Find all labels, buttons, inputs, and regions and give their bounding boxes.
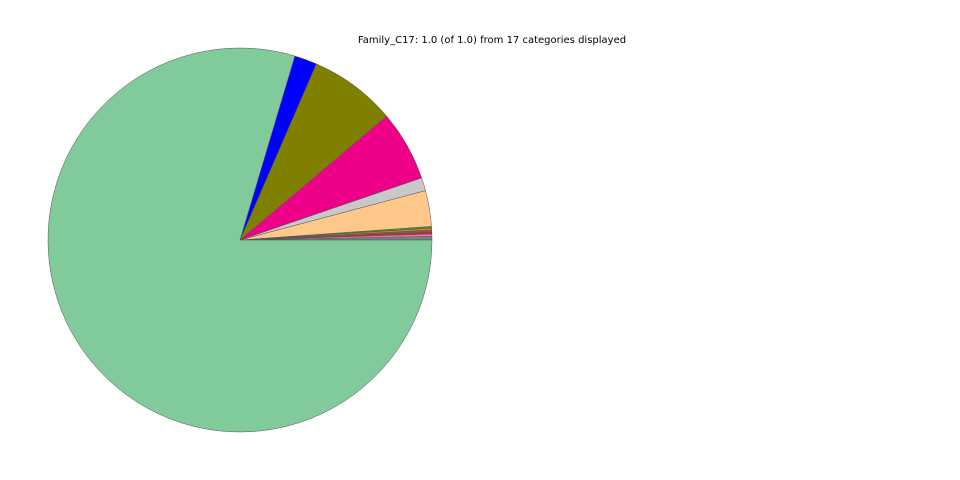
pie-slices <box>47 47 433 433</box>
chart-title: Family_C17: 1.0 (of 1.0) from 17 categor… <box>358 35 626 46</box>
pie-slice-12 <box>47 47 433 433</box>
